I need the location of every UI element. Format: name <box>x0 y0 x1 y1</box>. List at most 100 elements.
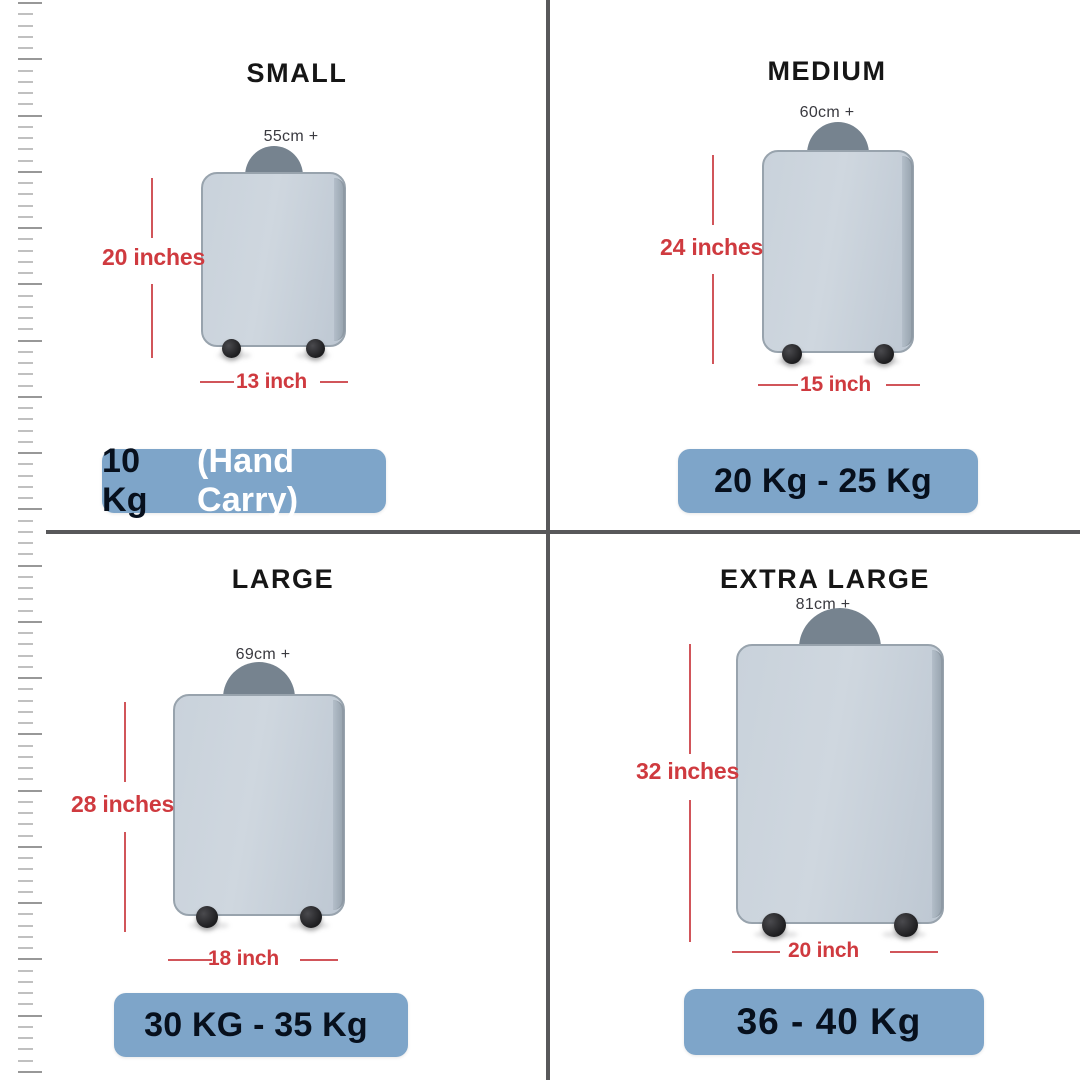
ruler-tick <box>18 935 33 938</box>
width-label-large: 18 inch <box>208 947 279 970</box>
ruler-tick <box>18 744 33 747</box>
ruler-tick <box>18 913 33 916</box>
height-label-large: 28 inches <box>71 791 175 817</box>
ruler-tick <box>18 530 33 533</box>
suitcase-handle-icon <box>223 662 295 698</box>
badge-weight-value: 20 Kg - 25 Kg <box>714 461 932 500</box>
height-dimension-line <box>712 155 714 225</box>
ruler-tick <box>18 182 33 184</box>
weight-badge-extra-large[interactable]: 36 - 40 Kg <box>684 989 984 1055</box>
depth-label-small: 55cm + <box>263 128 319 145</box>
ruler-tick <box>18 789 42 792</box>
ruler-tick <box>18 272 33 274</box>
ruler-tick <box>18 992 33 994</box>
suitcase-side-panel <box>334 178 345 341</box>
ruler-tick <box>18 249 33 252</box>
ruler-tick <box>18 103 33 106</box>
suitcase-side-panel <box>932 650 943 918</box>
ruler-tick <box>18 148 33 151</box>
suitcase-medium <box>762 122 914 365</box>
ruler-tick <box>18 418 33 421</box>
ruler-tick <box>18 238 33 241</box>
ruler-tick <box>18 1014 42 1017</box>
ruler-tick <box>18 1070 42 1073</box>
ruler-tick <box>18 395 42 398</box>
quadrant-medium: MEDIUM 60cm + 24 inches 15 inch 20 Kg - … <box>550 0 1080 530</box>
ruler-tick <box>18 193 33 196</box>
suitcase-wheel-icon <box>196 906 218 928</box>
suitcase-wheel-icon <box>874 344 894 364</box>
quadrant-title-small: SMALL <box>246 58 348 88</box>
ruler-tick <box>18 553 33 556</box>
width-label-small: 13 inch <box>236 370 307 393</box>
ruler-tick <box>18 677 42 679</box>
suitcase-side-panel <box>902 156 913 347</box>
ruler-tick <box>18 845 42 848</box>
height-dimension-line <box>124 702 126 782</box>
suitcase-handle-icon <box>799 608 881 648</box>
ruler-tick <box>18 947 33 949</box>
width-dimension-line <box>320 381 348 383</box>
width-dimension-line <box>758 384 798 386</box>
ruler-tick <box>18 812 33 814</box>
depth-label-medium: 60cm + <box>799 104 855 121</box>
suitcase-wheel-icon <box>222 339 241 358</box>
suitcase-wheel-icon <box>782 344 802 364</box>
height-dimension-line <box>712 274 714 364</box>
width-dimension-line <box>200 381 234 383</box>
ruler-tick <box>18 1037 33 1039</box>
suitcase-wheel-icon <box>762 913 786 937</box>
width-dimension-line <box>300 959 338 961</box>
ruler-tick <box>18 125 33 128</box>
badge-weight-value: 30 KG - 35 Kg <box>144 1005 368 1044</box>
ruler-tick <box>18 35 33 38</box>
suitcase-wheel-icon <box>894 913 918 937</box>
ruler-tick <box>18 643 33 646</box>
ruler-tick <box>18 710 33 713</box>
suitcase-side-panel <box>333 700 344 910</box>
ruler-tick <box>18 924 33 927</box>
depth-label-large: 69cm + <box>235 646 291 663</box>
ruler-tick <box>18 823 33 826</box>
ruler-tick <box>18 598 33 601</box>
ruler-tick <box>18 1025 33 1028</box>
weight-badge-small[interactable]: 10 Kg (Hand Carry) <box>102 442 386 519</box>
ruler-tick <box>18 632 33 634</box>
badge-weight-note: (Hand Carry) <box>196 442 299 519</box>
quadrant-small: SMALL 55cm + 20 inches 13 inch 10 Kg (Ha… <box>18 0 548 530</box>
ruler-tick <box>18 215 33 218</box>
ruler-tick <box>18 283 42 286</box>
suitcase-wheel-icon <box>306 339 325 358</box>
ruler-tick <box>18 2 42 4</box>
ruler-tick <box>18 350 33 353</box>
ruler-tick <box>18 722 33 724</box>
width-dimension-line <box>890 951 938 953</box>
ruler-tick <box>18 260 33 263</box>
height-label-extra-large: 32 inches <box>636 758 740 784</box>
ruler-tick <box>18 688 33 691</box>
suitcase-large <box>173 662 345 929</box>
width-dimension-line <box>886 384 920 386</box>
weight-badge-medium[interactable]: 20 Kg - 25 Kg <box>678 449 978 513</box>
weight-badge-large[interactable]: 30 KG - 35 Kg <box>114 993 408 1057</box>
ruler-tick <box>18 1048 33 1051</box>
ruler-tick <box>18 407 33 409</box>
height-dimension-line <box>151 284 153 358</box>
ruler-tick <box>18 609 33 612</box>
ruler-tick <box>18 13 33 16</box>
width-label-medium: 15 inch <box>800 373 871 396</box>
ruler-tick <box>18 767 33 769</box>
height-dimension-line <box>689 644 691 754</box>
ruler-tick <box>18 902 42 904</box>
suitcase-extra-large <box>736 608 944 938</box>
height-label-small: 20 inches <box>102 244 206 270</box>
ruler-tick <box>18 800 33 803</box>
ruler-tick <box>18 497 33 499</box>
height-dimension-line <box>124 832 126 932</box>
ruler-tick <box>18 362 33 364</box>
ruler-tick <box>18 620 42 623</box>
ruler-tick <box>18 508 42 511</box>
ruler-tick <box>18 452 42 454</box>
suitcase-wheel-icon <box>300 906 322 928</box>
divider-horizontal <box>46 530 1080 534</box>
